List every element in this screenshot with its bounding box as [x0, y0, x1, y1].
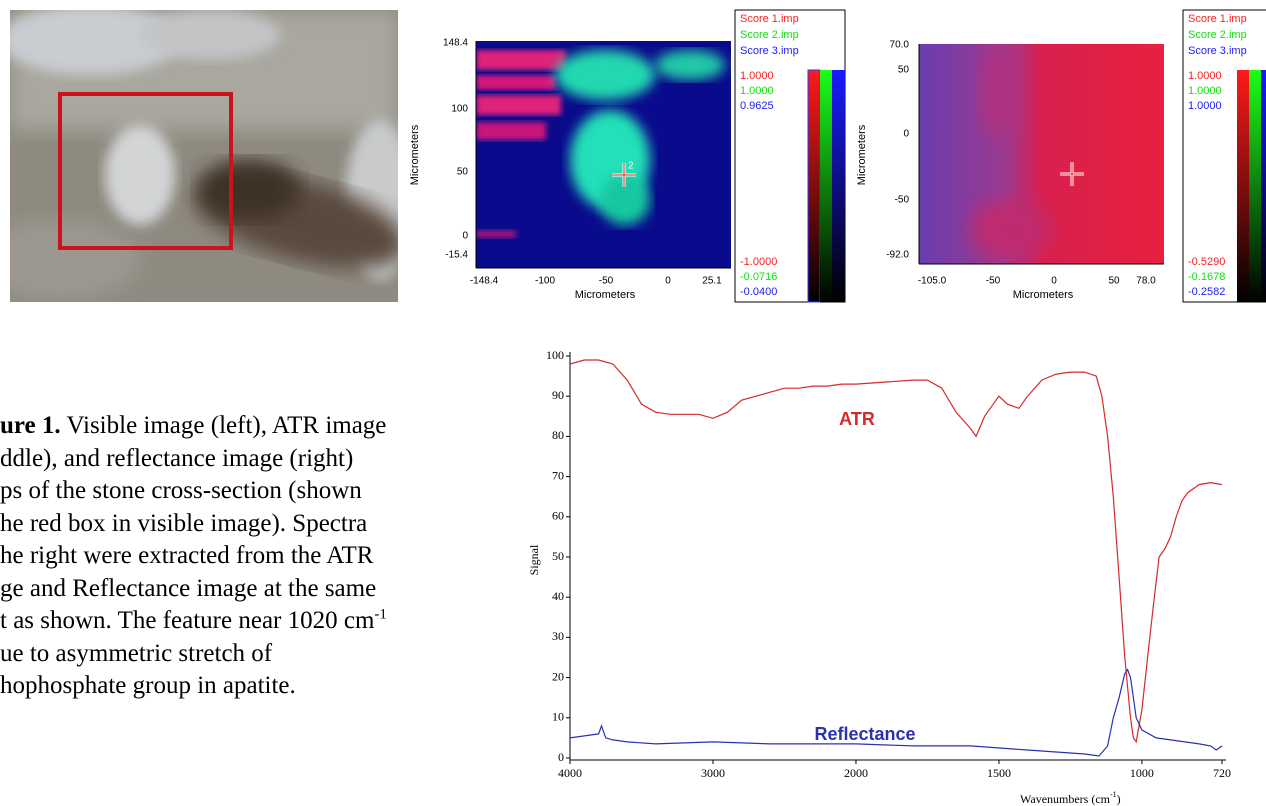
caption-text: Visible image (left), ATR image — [60, 412, 387, 439]
x-tick-label: 1000 — [1130, 766, 1154, 780]
x-tick-label: 50 — [1108, 276, 1120, 287]
legend-label: Score 3.imp — [740, 45, 799, 57]
svg-text:2: 2 — [628, 161, 634, 172]
y-tick-label: 10 — [552, 710, 564, 724]
y-tick-label: 50 — [898, 65, 910, 76]
legend-min: -0.1678 — [1188, 271, 1225, 283]
legend-min: -1.0000 — [740, 256, 777, 268]
legend-min: -0.5290 — [1188, 256, 1225, 268]
visible-image — [10, 10, 398, 302]
x-tick-label: 4000 — [558, 766, 582, 780]
series-annotation: ATR — [839, 409, 875, 429]
legend-max: 1.0000 — [740, 85, 774, 97]
legend-min: -0.0716 — [740, 271, 777, 283]
legend-max: 1.0000 — [1188, 100, 1222, 112]
caption-line: ge and Reflectance image at the same — [0, 574, 377, 602]
y-tick-label: 30 — [552, 629, 564, 643]
caption-line: ps of the stone cross-section (shown — [0, 477, 362, 504]
y-tick-label: 20 — [552, 669, 564, 683]
x-axis-label: Micrometers — [1013, 289, 1074, 301]
caption-line: ddle), and reflectance image (right) — [0, 444, 354, 472]
x-tick-label: -105.0 — [918, 276, 947, 287]
y-tick-label: -15.4 — [445, 250, 468, 261]
legend-max: 1.0000 — [1188, 85, 1222, 97]
y-tick-label: -92.0 — [886, 250, 909, 261]
legend-label: Score 3.imp — [1188, 45, 1247, 57]
caption-text: t as shown. The feature near 1020 cm — [0, 607, 375, 634]
x-tick-label: 2000 — [844, 766, 868, 780]
caption-label: ure 1. — [0, 412, 61, 439]
y-tick-label: 50 — [457, 167, 469, 178]
x-axis-label-end: ) — [1117, 792, 1121, 806]
x-tick-label: 0 — [665, 276, 671, 287]
series-line — [569, 359, 1223, 744]
reflectance-map-image — [919, 44, 1164, 264]
legend-label: Score 1.imp — [1188, 13, 1247, 25]
y-axis-label: Signal — [527, 544, 541, 575]
spectrum-chart: Signal Wavenumbers (cm-1) 0 10 20 30 40 50 60 7… — [527, 348, 1231, 806]
legend-max: 0.9625 — [740, 100, 774, 112]
legend-min: -0.2582 — [1188, 286, 1225, 298]
legend-max: 1.0000 — [740, 70, 774, 82]
x-tick-label: 720 — [1213, 766, 1231, 780]
legend-label: Score 2.imp — [1188, 29, 1247, 41]
series-annotation: Reflectance — [814, 724, 915, 744]
caption-line: ure 1. Visible image (left), ATR image — [0, 410, 520, 443]
caption: ure 1. Visible image (left), ATR image d… — [0, 410, 520, 703]
x-tick-label: 25.1 — [702, 276, 722, 287]
y-tick-label: -50 — [895, 195, 910, 206]
y-axis-label: Micrometers — [409, 124, 421, 185]
x-tick-label: -50 — [599, 276, 614, 287]
y-tick-label: 148.4 — [443, 38, 468, 49]
y-tick-label: 0 — [462, 231, 468, 242]
caption-line: he red box in visible image). Spectra — [0, 509, 368, 537]
x-axis-label: Micrometers — [575, 289, 636, 301]
x-tick-label: 1500 — [987, 766, 1011, 780]
atr-map-image: 2 — [476, 41, 731, 268]
y-tick-label: 100 — [546, 348, 564, 362]
x-tick-label: -148.4 — [470, 276, 499, 287]
x-tick-label: -50 — [986, 276, 1001, 287]
caption-sup: -1 — [374, 606, 387, 623]
x-axis-label-sup: -1 — [1110, 790, 1117, 799]
legend-label: Score 1.imp — [740, 13, 799, 25]
legend-label: Score 2.imp — [740, 29, 799, 41]
y-tick-label: 50 — [552, 549, 564, 563]
x-tick-label: -100 — [535, 276, 555, 287]
y-tick-label: 100 — [451, 104, 468, 115]
caption-line: ue to asymmetric stretch of — [0, 639, 273, 667]
caption-line: hophosphate group in apatite. — [0, 672, 296, 699]
y-tick-label: 70.0 — [890, 40, 910, 51]
y-tick-label: 80 — [552, 428, 564, 442]
series-line — [569, 668, 1223, 757]
x-axis-label-text: Wavenumbers (cm — [1020, 792, 1111, 806]
y-tick-label: 40 — [552, 589, 564, 603]
y-tick-label: 90 — [552, 388, 564, 402]
legend-min: -0.0400 — [740, 286, 777, 298]
y-axis-label: Micrometers — [856, 124, 868, 185]
x-tick-label: 78.0 — [1136, 276, 1156, 287]
y-tick-label: 0 — [558, 750, 564, 764]
caption-line: he right were extracted from the ATR — [0, 542, 374, 569]
x-tick-label: 3000 — [701, 766, 725, 780]
caption-line: t as shown. The feature near 1020 cm-1 — [0, 605, 520, 638]
x-tick-label: 0 — [1051, 276, 1057, 287]
y-tick-label: 0 — [903, 129, 909, 140]
y-tick-label: 70 — [552, 468, 564, 482]
legend-max: 1.0000 — [1188, 70, 1222, 82]
x-axis-label: Wavenumbers (cm-1) — [1020, 790, 1121, 806]
y-tick-label: 60 — [552, 509, 564, 523]
